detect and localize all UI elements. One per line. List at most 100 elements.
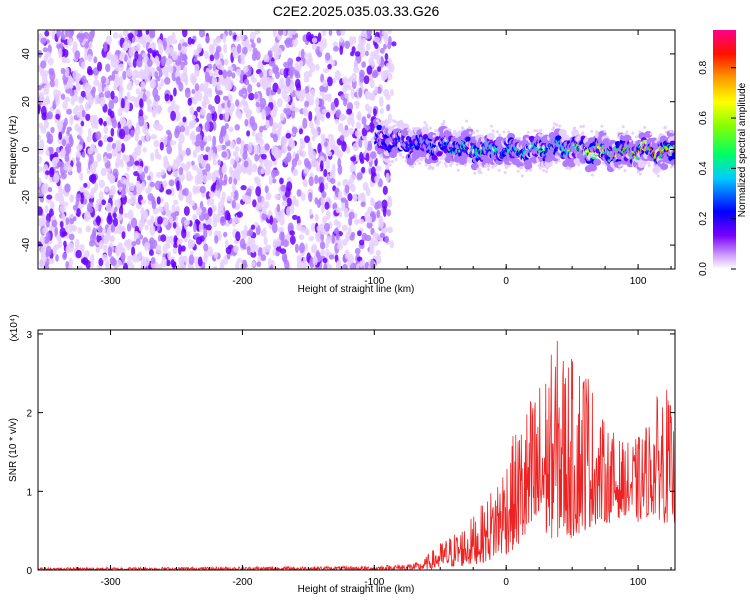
spectrogram-cell <box>153 94 161 102</box>
spectrogram-cell <box>135 238 141 245</box>
spectrogram-cell <box>108 100 115 110</box>
spectrogram-cell <box>344 199 349 209</box>
spectrogram-cell <box>280 184 287 192</box>
spectrogram-cell <box>497 168 501 172</box>
spectrogram-cell <box>87 54 93 62</box>
spectrogram-cell <box>552 122 556 126</box>
spectrogram-cell <box>46 131 51 140</box>
spectrogram-cell <box>364 138 368 150</box>
spectrogram-cell <box>256 105 261 114</box>
spectrogram-cell <box>441 122 445 126</box>
spectrogram-cell <box>56 30 61 39</box>
spectrogram-cell <box>235 261 240 269</box>
spectrogram-cell <box>149 181 156 188</box>
spectrogram-cell <box>625 130 629 134</box>
spectrogram-cell <box>325 248 330 257</box>
spectrogram-cell <box>311 135 316 141</box>
spectrogram-cell <box>191 160 195 166</box>
spectrogram-cell <box>329 170 336 180</box>
spectrogram-cell <box>54 192 61 202</box>
spectrogram-cell <box>267 160 273 168</box>
spectrogram-cell <box>46 194 53 200</box>
spectrogram-cell <box>308 191 313 203</box>
spectrogram-cell <box>304 100 310 108</box>
spectrogram-cell <box>204 50 209 60</box>
spectrogram-cell <box>127 255 133 261</box>
spectrogram-cell <box>277 87 281 95</box>
spectrogram-cell <box>349 163 357 174</box>
spectrogram-cell <box>387 125 391 129</box>
spectrogram-cell <box>516 169 520 173</box>
spectrogram-cell <box>58 188 64 197</box>
spectrogram-cell <box>169 94 174 102</box>
spectrogram-cell <box>58 131 63 140</box>
spectrogram-cell <box>327 151 333 157</box>
spectrogram-cell <box>45 220 50 228</box>
spectrogram-cell <box>311 42 318 51</box>
spectrogram-cell <box>319 85 325 92</box>
spectrogram-cell <box>355 101 360 110</box>
spectrogram-cell <box>241 87 248 95</box>
spectrogram-cell <box>321 38 328 49</box>
spectrogram-cell <box>118 63 124 72</box>
spectrogram-cell <box>163 135 168 147</box>
spectrogram-cell <box>339 45 344 55</box>
spectrogram-cell <box>376 119 380 123</box>
spectrogram-cell <box>178 81 184 92</box>
spectrogram-cell <box>366 65 373 75</box>
spectrogram-cell <box>581 131 585 135</box>
spectrogram-cell <box>114 63 121 72</box>
spectrogram-cell <box>196 168 203 175</box>
spectrogram-cell <box>78 126 83 137</box>
spectrogram-cell <box>96 152 102 163</box>
spectrogram-cell <box>115 157 121 168</box>
spectrogram-cell <box>110 127 115 137</box>
spectrogram-cell <box>134 30 139 36</box>
spectrogram-cell <box>444 164 448 168</box>
spectrogram-cell <box>218 133 224 144</box>
spectrogram-cell <box>533 129 537 133</box>
spectrogram-cell <box>228 126 234 133</box>
spectrogram-cell <box>365 234 372 242</box>
spectrogram-x-tick-label: -300 <box>101 276 121 287</box>
spectrogram-cell <box>355 154 360 163</box>
spectrogram-cell <box>181 46 188 55</box>
spectrogram-cell <box>183 206 190 216</box>
spectrogram-cell <box>623 169 627 173</box>
spectrogram-cell <box>289 235 296 245</box>
spectrogram-cell <box>62 48 69 58</box>
spectrogram-cell <box>235 68 242 76</box>
spectrogram-cell <box>480 134 484 138</box>
spectrogram-cell <box>335 232 340 241</box>
spectrogram-cell <box>194 83 200 92</box>
spectrogram-cell <box>139 72 146 80</box>
spectrogram-cell <box>215 213 221 223</box>
spectrogram-cell <box>117 225 123 232</box>
spectrogram-cell <box>449 164 453 168</box>
spectrogram-cell <box>314 174 319 185</box>
spectrogram-cell <box>235 231 241 242</box>
spectrogram-cell <box>341 141 347 152</box>
spectrogram-cell <box>105 63 111 73</box>
spectrogram-cell <box>126 83 133 91</box>
spectrogram-cell <box>348 127 354 136</box>
spectrogram-cell <box>106 136 114 143</box>
spectrogram-cell <box>269 116 274 127</box>
spectrogram-cell <box>159 141 164 151</box>
spectrogram-cell <box>148 249 154 256</box>
spectrogram-cell <box>69 83 74 89</box>
spectrogram-cell <box>158 45 164 55</box>
spectrogram-cell <box>42 214 47 225</box>
spectrogram-cell <box>77 203 84 210</box>
spectrogram-cell <box>100 75 107 84</box>
spectrogram-cell <box>224 110 230 121</box>
spectrogram-cell <box>280 208 285 219</box>
spectrogram-cell <box>150 152 155 162</box>
spectrogram-cell <box>110 54 116 62</box>
spectrogram-cell <box>361 37 366 46</box>
spectrogram-cell <box>357 194 362 202</box>
spectrogram-cell <box>68 222 73 234</box>
spectrogram-cell <box>109 256 115 266</box>
spectrogram-cell <box>600 124 604 128</box>
